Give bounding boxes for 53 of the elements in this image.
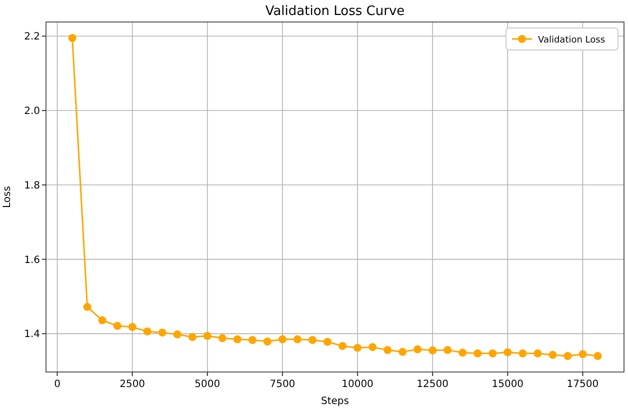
point (278, 335, 286, 344)
point (98, 316, 106, 324)
point (534, 349, 542, 358)
point (158, 328, 166, 337)
y-tick-label: 2.2 (24, 32, 40, 43)
point (474, 349, 482, 358)
point (398, 348, 407, 356)
y-tick-label: 1.6 (24, 254, 40, 266)
point (428, 346, 437, 354)
point (83, 302, 92, 311)
point (368, 343, 377, 352)
x-tick-label: 17500 (566, 379, 599, 390)
point (504, 348, 512, 356)
point (564, 352, 572, 360)
chart-title: Validation Loss Curve (265, 4, 405, 19)
y-axis-title: Loss (2, 186, 13, 208)
point (354, 344, 362, 352)
x-tick-label: 7500 (270, 379, 296, 390)
point (488, 349, 497, 358)
x-tick-label: 10000 (342, 379, 374, 390)
y-tick-label: 1.8 (24, 180, 40, 192)
point (128, 322, 136, 331)
point (548, 350, 557, 359)
point (233, 335, 242, 344)
x-tick-label: 15000 (492, 379, 524, 390)
point (143, 327, 152, 336)
point (518, 349, 527, 358)
point (293, 335, 302, 344)
x-tick-label: 0 (54, 379, 60, 390)
x-axis-title: Steps (321, 396, 349, 407)
point (444, 346, 452, 354)
legend-label: Validation Loss (538, 36, 606, 46)
point (173, 330, 182, 338)
point (263, 338, 272, 346)
point (188, 333, 196, 342)
point (308, 336, 316, 344)
point (458, 348, 467, 357)
point (68, 34, 76, 42)
x-tick-label: 5000 (194, 379, 220, 390)
point (248, 336, 256, 344)
point (203, 332, 212, 340)
y-tick-label: 1.4 (24, 329, 40, 340)
y-tick-label: 2.0 (24, 106, 40, 118)
point (338, 342, 347, 350)
x-tick-label: 12500 (416, 379, 448, 390)
point (594, 352, 602, 360)
point (218, 334, 226, 342)
x-tick-label: 2500 (120, 379, 146, 390)
point (384, 346, 392, 354)
point (113, 322, 122, 330)
point (414, 345, 422, 354)
point (323, 338, 332, 346)
point (578, 350, 587, 358)
